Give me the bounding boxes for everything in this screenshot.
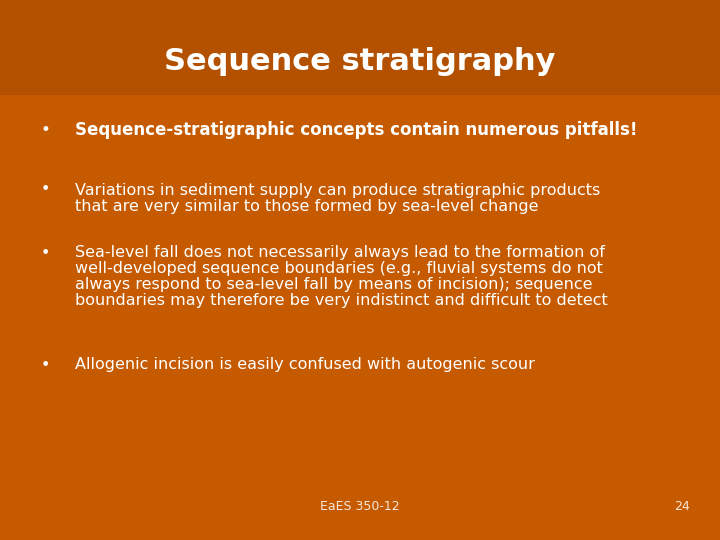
Text: •: •: [40, 121, 50, 139]
Text: •: •: [40, 246, 50, 260]
Text: EaES 350-12: EaES 350-12: [320, 501, 400, 514]
Text: always respond to sea-level fall by means of incision); sequence: always respond to sea-level fall by mean…: [75, 278, 593, 293]
Text: Variations in sediment supply can produce stratigraphic products: Variations in sediment supply can produc…: [75, 183, 600, 198]
Text: Allogenic incision is easily confused with autogenic scour: Allogenic incision is easily confused wi…: [75, 357, 535, 373]
Text: •: •: [40, 183, 50, 198]
Text: Sea-level fall does not necessarily always lead to the formation of: Sea-level fall does not necessarily alwa…: [75, 246, 605, 260]
Text: Sequence stratigraphy: Sequence stratigraphy: [164, 48, 556, 77]
Text: well-developed sequence boundaries (e.g., fluvial systems do not: well-developed sequence boundaries (e.g.…: [75, 261, 603, 276]
Text: that are very similar to those formed by sea-level change: that are very similar to those formed by…: [75, 199, 539, 213]
Text: 24: 24: [674, 501, 690, 514]
Bar: [0, 0, 720, 95]
Text: Sequence-stratigraphic concepts contain numerous pitfalls!: Sequence-stratigraphic concepts contain …: [75, 121, 637, 139]
Text: boundaries may therefore be very indistinct and difficult to detect: boundaries may therefore be very indisti…: [75, 294, 608, 308]
Text: •: •: [40, 357, 50, 373]
